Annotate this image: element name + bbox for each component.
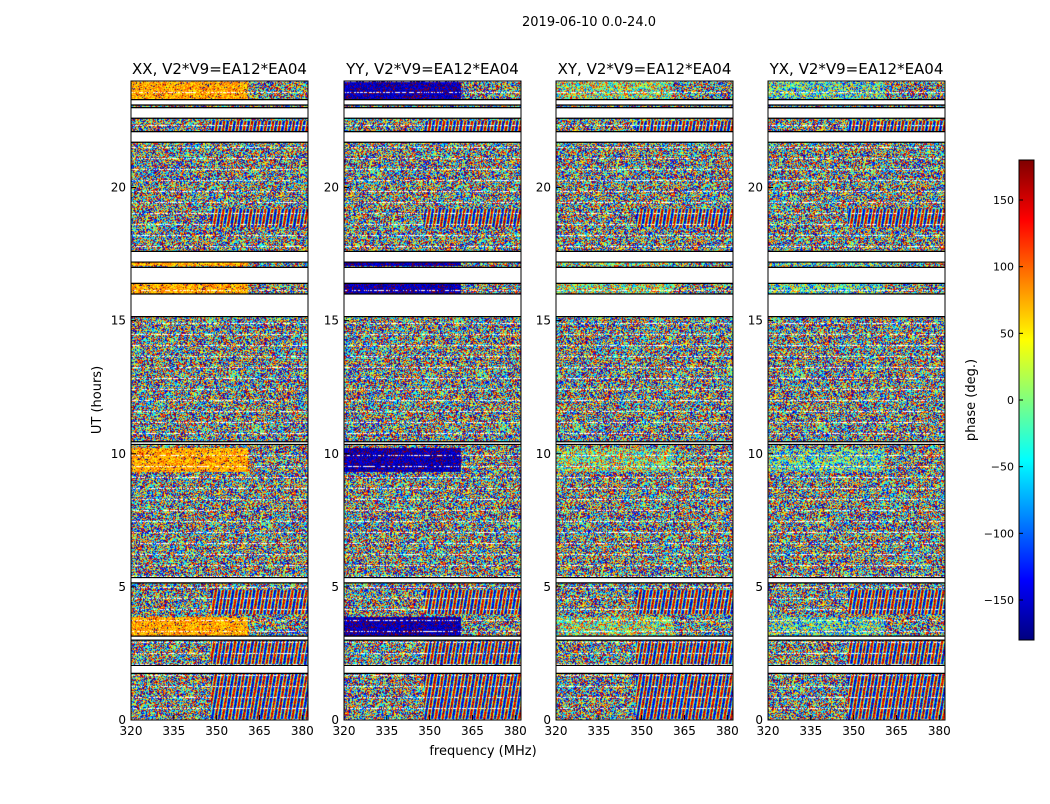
y-tick-label: 5 — [755, 580, 763, 594]
x-tick-label: 365 — [885, 724, 908, 738]
colorbar-tick-label: −150 — [984, 594, 1014, 607]
y-tick-label: 5 — [543, 580, 551, 594]
colorbar-tick-label: −100 — [984, 527, 1014, 540]
panel-frame — [555, 80, 734, 721]
colorbar: phase (deg.) 150 100 50 0 −50 −100 −150 — [964, 159, 1035, 641]
heatmap-image — [768, 81, 945, 720]
x-tick-label: 380 — [291, 724, 314, 738]
colorbar-tick-label: 0 — [1007, 394, 1014, 407]
x-tick-label: 335 — [375, 724, 398, 738]
y-tick-label: 15 — [536, 314, 551, 328]
panels-group: XX, V2*V9=EA12*EA04 320 335 350 365 380 0 5 10 15… — [111, 60, 951, 738]
y-tick-label: 20 — [748, 181, 763, 195]
heatmap-image — [131, 81, 308, 720]
x-tick-label: 335 — [799, 724, 822, 738]
y-tick-label: 5 — [118, 580, 126, 594]
x-tick-label: 320 — [545, 724, 568, 738]
y-tick-label: 20 — [111, 181, 126, 195]
y-tick-label: 15 — [748, 314, 763, 328]
x-tick-label: 335 — [162, 724, 185, 738]
x-axis-label: frequency (MHz) — [429, 744, 536, 759]
colorbar-tick-label: 100 — [993, 261, 1014, 274]
colorbar-tick-label: −50 — [991, 461, 1014, 474]
x-tick-label: 380 — [716, 724, 739, 738]
x-tick-label: 320 — [120, 724, 143, 738]
x-tick-label: 380 — [928, 724, 951, 738]
panel-title: XX, V2*V9=EA12*EA04 — [132, 60, 307, 78]
x-tick-label: 350 — [630, 724, 653, 738]
x-tick-label: 350 — [418, 724, 441, 738]
colorbar-label: phase (deg.) — [964, 359, 979, 441]
y-tick-label: 0 — [543, 713, 551, 727]
x-tick-label: 350 — [842, 724, 865, 738]
y-tick-label: 0 — [755, 713, 763, 727]
x-tick-label: 320 — [333, 724, 356, 738]
panel-frame — [767, 80, 946, 721]
colorbar-tick-label: 150 — [993, 194, 1014, 207]
x-tick-label: 320 — [757, 724, 780, 738]
y-tick-label: 20 — [536, 181, 551, 195]
x-tick-label: 365 — [248, 724, 271, 738]
y-tick-label: 10 — [324, 447, 339, 461]
panel-title: XY, V2*V9=EA12*EA04 — [558, 60, 732, 78]
panel-0: XX, V2*V9=EA12*EA04 320 335 350 365 380 0 5 10 15… — [111, 60, 314, 738]
colorbar-tick-label: 50 — [1000, 327, 1014, 340]
x-tick-label: 380 — [504, 724, 527, 738]
y-tick-label: 15 — [111, 314, 126, 328]
y-tick-label: 0 — [118, 713, 126, 727]
y-tick-label: 20 — [324, 181, 339, 195]
y-axis-label: UT (hours) — [90, 366, 105, 434]
panel-2: XY, V2*V9=EA12*EA04 320 335 350 365 380 0 5 10 15… — [536, 60, 739, 738]
y-tick-label: 5 — [331, 580, 339, 594]
panel-title: YY, V2*V9=EA12*EA04 — [345, 60, 519, 78]
figure-suptitle: 2019-06-10 0.0-24.0 — [522, 15, 656, 30]
panel-1: YY, V2*V9=EA12*EA04 320 335 350 365 380 0 5 10 15… — [324, 60, 527, 738]
panel-frame — [343, 80, 522, 721]
heatmap-image — [344, 81, 521, 720]
y-tick-label: 10 — [111, 447, 126, 461]
x-tick-label: 350 — [205, 724, 228, 738]
y-tick-label: 15 — [324, 314, 339, 328]
panel-title: YX, V2*V9=EA12*EA04 — [769, 60, 944, 78]
x-tick-label: 365 — [673, 724, 696, 738]
x-tick-label: 365 — [461, 724, 484, 738]
panel-3: YX, V2*V9=EA12*EA04 320 335 350 365 380 0 5 10 15… — [748, 60, 951, 738]
heatmap-image — [556, 81, 733, 720]
x-tick-label: 335 — [587, 724, 610, 738]
y-tick-label: 10 — [748, 447, 763, 461]
y-tick-label: 0 — [331, 713, 339, 727]
y-tick-label: 10 — [536, 447, 551, 461]
panel-frame — [130, 80, 309, 721]
